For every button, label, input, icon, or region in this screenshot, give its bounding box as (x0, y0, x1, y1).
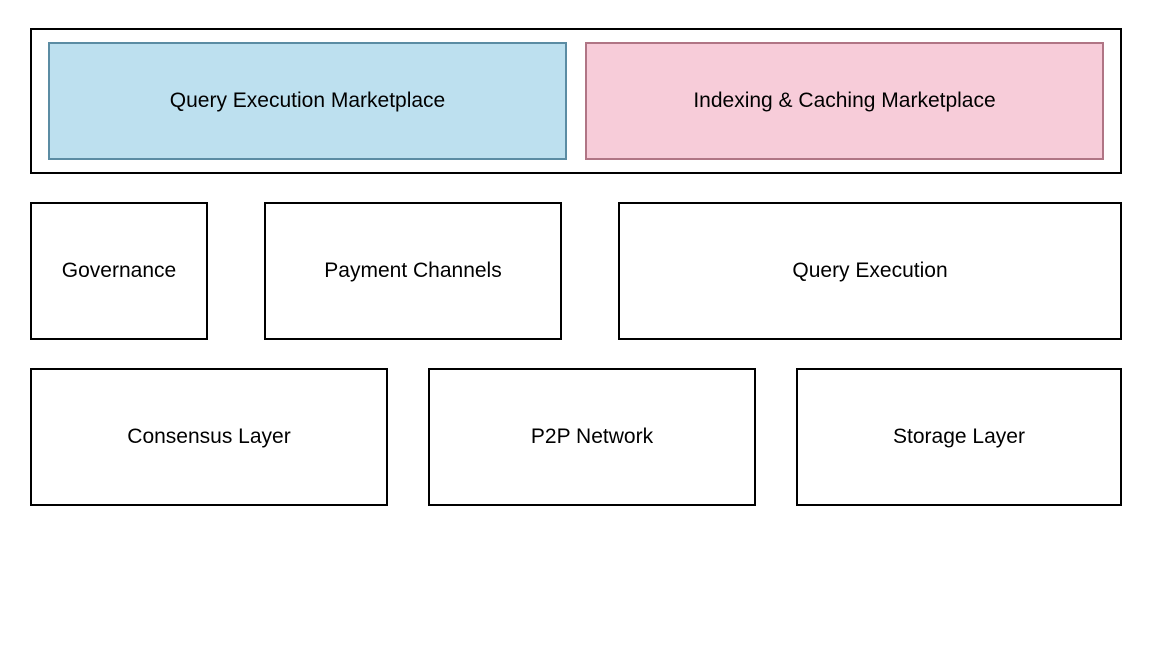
query-marketplace-label: Query Execution Marketplace (170, 89, 445, 113)
indexing-marketplace-label: Indexing & Caching Marketplace (693, 89, 995, 113)
payment-channels-box: Payment Channels (264, 202, 562, 340)
query-marketplace-box: Query Execution Marketplace (48, 42, 567, 160)
storage-label: Storage Layer (893, 425, 1025, 449)
bottom-row: Consensus Layer P2P Network Storage Laye… (30, 368, 1122, 506)
governance-box: Governance (30, 202, 208, 340)
architecture-diagram: Query Execution Marketplace Indexing & C… (30, 28, 1122, 506)
middle-row: Governance Payment Channels Query Execut… (30, 202, 1122, 340)
query-execution-box: Query Execution (618, 202, 1122, 340)
payment-channels-label: Payment Channels (324, 259, 501, 283)
query-execution-label: Query Execution (792, 259, 947, 283)
consensus-label: Consensus Layer (127, 425, 290, 449)
indexing-marketplace-box: Indexing & Caching Marketplace (585, 42, 1104, 160)
storage-box: Storage Layer (796, 368, 1122, 506)
governance-label: Governance (62, 259, 176, 283)
p2p-label: P2P Network (531, 425, 653, 449)
p2p-box: P2P Network (428, 368, 756, 506)
marketplace-container: Query Execution Marketplace Indexing & C… (30, 28, 1122, 174)
consensus-box: Consensus Layer (30, 368, 388, 506)
